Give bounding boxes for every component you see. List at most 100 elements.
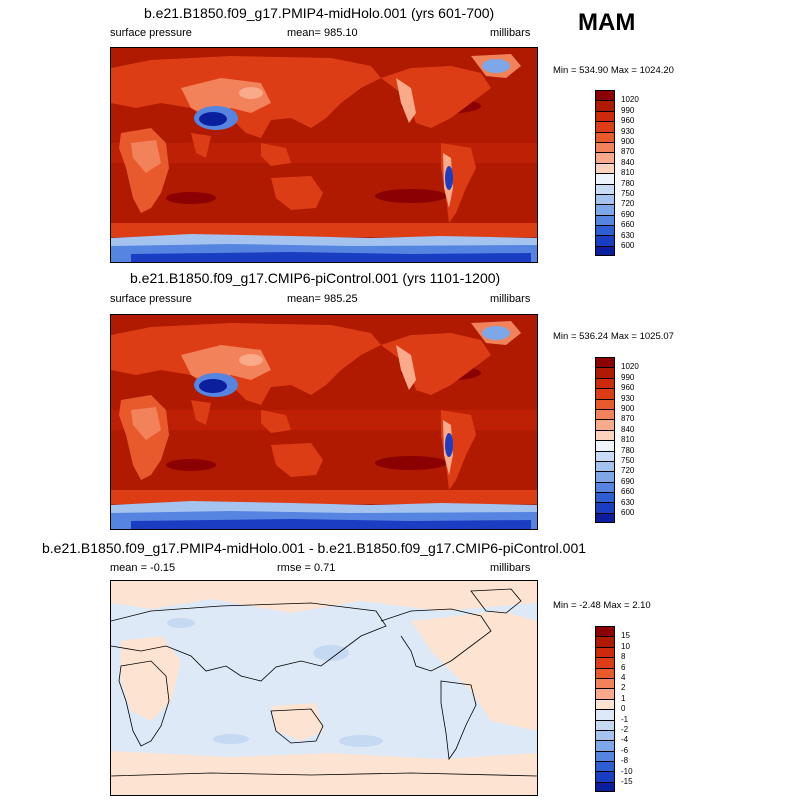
panel1-colorbar-swatch <box>595 183 615 194</box>
panel3-colorbar: 15 10 8 6 4 2 1 0 -1 -2 -4 -6 -8 -10 -15 <box>595 626 633 793</box>
panel1-colorbar-label: 660 <box>621 220 635 230</box>
panel3-title: b.e21.B1850.f09_g17.PMIP4-midHolo.001 - … <box>42 540 587 556</box>
panel1-map <box>110 47 538 263</box>
panel3-colorbar-label: 0 <box>621 704 626 714</box>
panel1-colorbar-label: 1020 <box>621 95 639 105</box>
panel3-map-field <box>111 581 537 795</box>
panel3-colorbar-swatch <box>595 667 615 678</box>
panel3-mean-label: mean = -0.15 <box>110 562 176 574</box>
panel3-minmax: Min = -2.48 Max = 2.10 <box>553 600 651 611</box>
panel2-colorbar-swatch <box>595 440 615 451</box>
panel2-colorbar-label: 600 <box>621 508 635 517</box>
panel2-colorbar-swatch <box>595 481 615 493</box>
panel1-title: b.e21.B1850.f09_g17.PMIP4-midHolo.001 (y… <box>144 5 495 21</box>
panel3-colorbar-label: 8 <box>621 652 626 662</box>
panel2-colorbar-swatch <box>595 471 615 482</box>
panel3-colorbar-label: -15 <box>621 777 633 786</box>
panel1-colorbar-label: 870 <box>621 147 635 157</box>
panel3-colorbar-label: 2 <box>621 683 626 693</box>
panel1-colorbar-swatch <box>595 162 615 174</box>
panel1-colorbar-swatch <box>595 225 615 236</box>
panel3-colorbar-label: 6 <box>621 662 626 672</box>
panel3-colorbar-swatch <box>595 771 615 782</box>
panel1-colorbar-label: 750 <box>621 189 635 198</box>
panel1-colorbar-swatch <box>595 152 615 163</box>
panel1-colorbar-swatch <box>595 245 615 257</box>
panel1-colorbar-label: 810 <box>621 168 635 178</box>
panel2-colorbar-swatches <box>595 357 615 524</box>
panel2-colorbar-swatch <box>595 408 615 420</box>
panel3-colorbar-label: 4 <box>621 673 626 682</box>
panel1-mean-label: mean= 985.10 <box>287 27 358 39</box>
panel1-colorbar-label: 690 <box>621 209 635 219</box>
panel2-map <box>110 314 538 530</box>
panel2-colorbar-label: 930 <box>621 393 635 403</box>
panel1-colorbar-swatch <box>595 204 615 215</box>
panel1-colorbar-label: 600 <box>621 241 635 250</box>
panel1-colorbar-swatches <box>595 90 615 257</box>
panel2-colorbar-swatch <box>595 419 615 430</box>
panel2-colorbar-label: 960 <box>621 383 635 393</box>
panel1-colorbar-label: 930 <box>621 126 635 136</box>
panel2-colorbar-swatch <box>595 388 615 399</box>
panel2-colorbar-label: 750 <box>621 456 635 465</box>
panel1-map-field <box>111 48 537 262</box>
panel2-colorbar-label: 870 <box>621 414 635 424</box>
panel2-colorbar-swatch <box>595 398 615 409</box>
panel3-colorbar-label: -8 <box>621 756 629 766</box>
panel3-colorbar-swatches <box>595 626 615 793</box>
panel1-minmax: Min = 534.90 Max = 1024.20 <box>553 65 674 76</box>
panel3-colorbar-swatch <box>595 698 615 710</box>
season-label: MAM <box>578 9 636 36</box>
panel2-colorbar-swatch <box>595 512 615 524</box>
panel1-colorbar-swatch <box>595 193 615 205</box>
panel1-colorbar-swatch <box>595 121 615 132</box>
panel3-colorbar-swatch <box>595 677 615 689</box>
panel1-colorbar: 1020 990 960 930 900 870 840 810 780 750 720 690 660… <box>595 90 639 257</box>
panel3-colorbar-swatch <box>595 657 615 668</box>
panel2-colorbar-label: 900 <box>621 404 635 413</box>
panel2-colorbar-label: 990 <box>621 372 635 382</box>
panel3-colorbar-swatch <box>595 709 615 720</box>
panel2-colorbar-label: 690 <box>621 476 635 486</box>
panel1-colorbar-label: 900 <box>621 137 635 146</box>
panel2-colorbar-label: 1020 <box>621 362 639 372</box>
panel1-colorbar-label: 630 <box>621 230 635 240</box>
panel3-colorbar-label: 10 <box>621 641 630 651</box>
panel2-colorbar-swatch <box>595 460 615 472</box>
panel3-colorbar-swatch <box>595 646 615 658</box>
panel1-colorbar-swatch <box>595 235 615 246</box>
panel2-mean-label: mean= 985.25 <box>287 293 358 305</box>
panel2-colorbar-swatch <box>595 357 615 368</box>
panel3-colorbar-label: 1 <box>621 693 626 703</box>
panel2-colorbar-swatch <box>595 492 615 503</box>
panel3-colorbar-label: -2 <box>621 725 629 734</box>
panel1-colorbar-label: 780 <box>621 178 635 188</box>
panel3-colorbar-swatch <box>595 626 615 637</box>
panel2-colorbar-label: 660 <box>621 487 635 497</box>
panel2-title: b.e21.B1850.f09_g17.CMIP6-piControl.001 … <box>130 270 501 286</box>
panel2-colorbar: 1020 990 960 930 900 870 840 810 780 750 720 690 660… <box>595 357 639 524</box>
panel3-colorbar-swatch <box>595 750 615 762</box>
panel2-colorbar-swatch <box>595 367 615 378</box>
panel1-colorbar-swatch <box>595 90 615 101</box>
panel1-colorbar-swatch <box>595 110 615 122</box>
panel1-colorbar-swatch <box>595 100 615 111</box>
panel2-colorbar-label: 720 <box>621 466 635 476</box>
panel3-colorbar-swatch <box>595 719 615 730</box>
panel1-colorbar-label: 720 <box>621 199 635 209</box>
panel3-colorbar-swatch <box>595 740 615 751</box>
panel2-map-field <box>111 315 537 529</box>
panel2-colorbar-label: 780 <box>621 445 635 455</box>
panel1-colorbar-label: 990 <box>621 105 635 115</box>
panel3-map <box>110 580 538 796</box>
panel3-colorbar-swatch <box>595 636 615 647</box>
panel3-colorbar-label: -4 <box>621 735 629 745</box>
panel2-units-label: millibars <box>490 293 531 305</box>
panel3-colorbar-swatch <box>595 729 615 741</box>
panel1-colorbar-label: 840 <box>621 157 635 167</box>
panel1-colorbar-swatch <box>595 131 615 142</box>
panel3-colorbar-label: 15 <box>621 631 630 641</box>
panel1-colorbar-swatch <box>595 173 615 184</box>
panel3-colorbar-label: -10 <box>621 766 633 776</box>
